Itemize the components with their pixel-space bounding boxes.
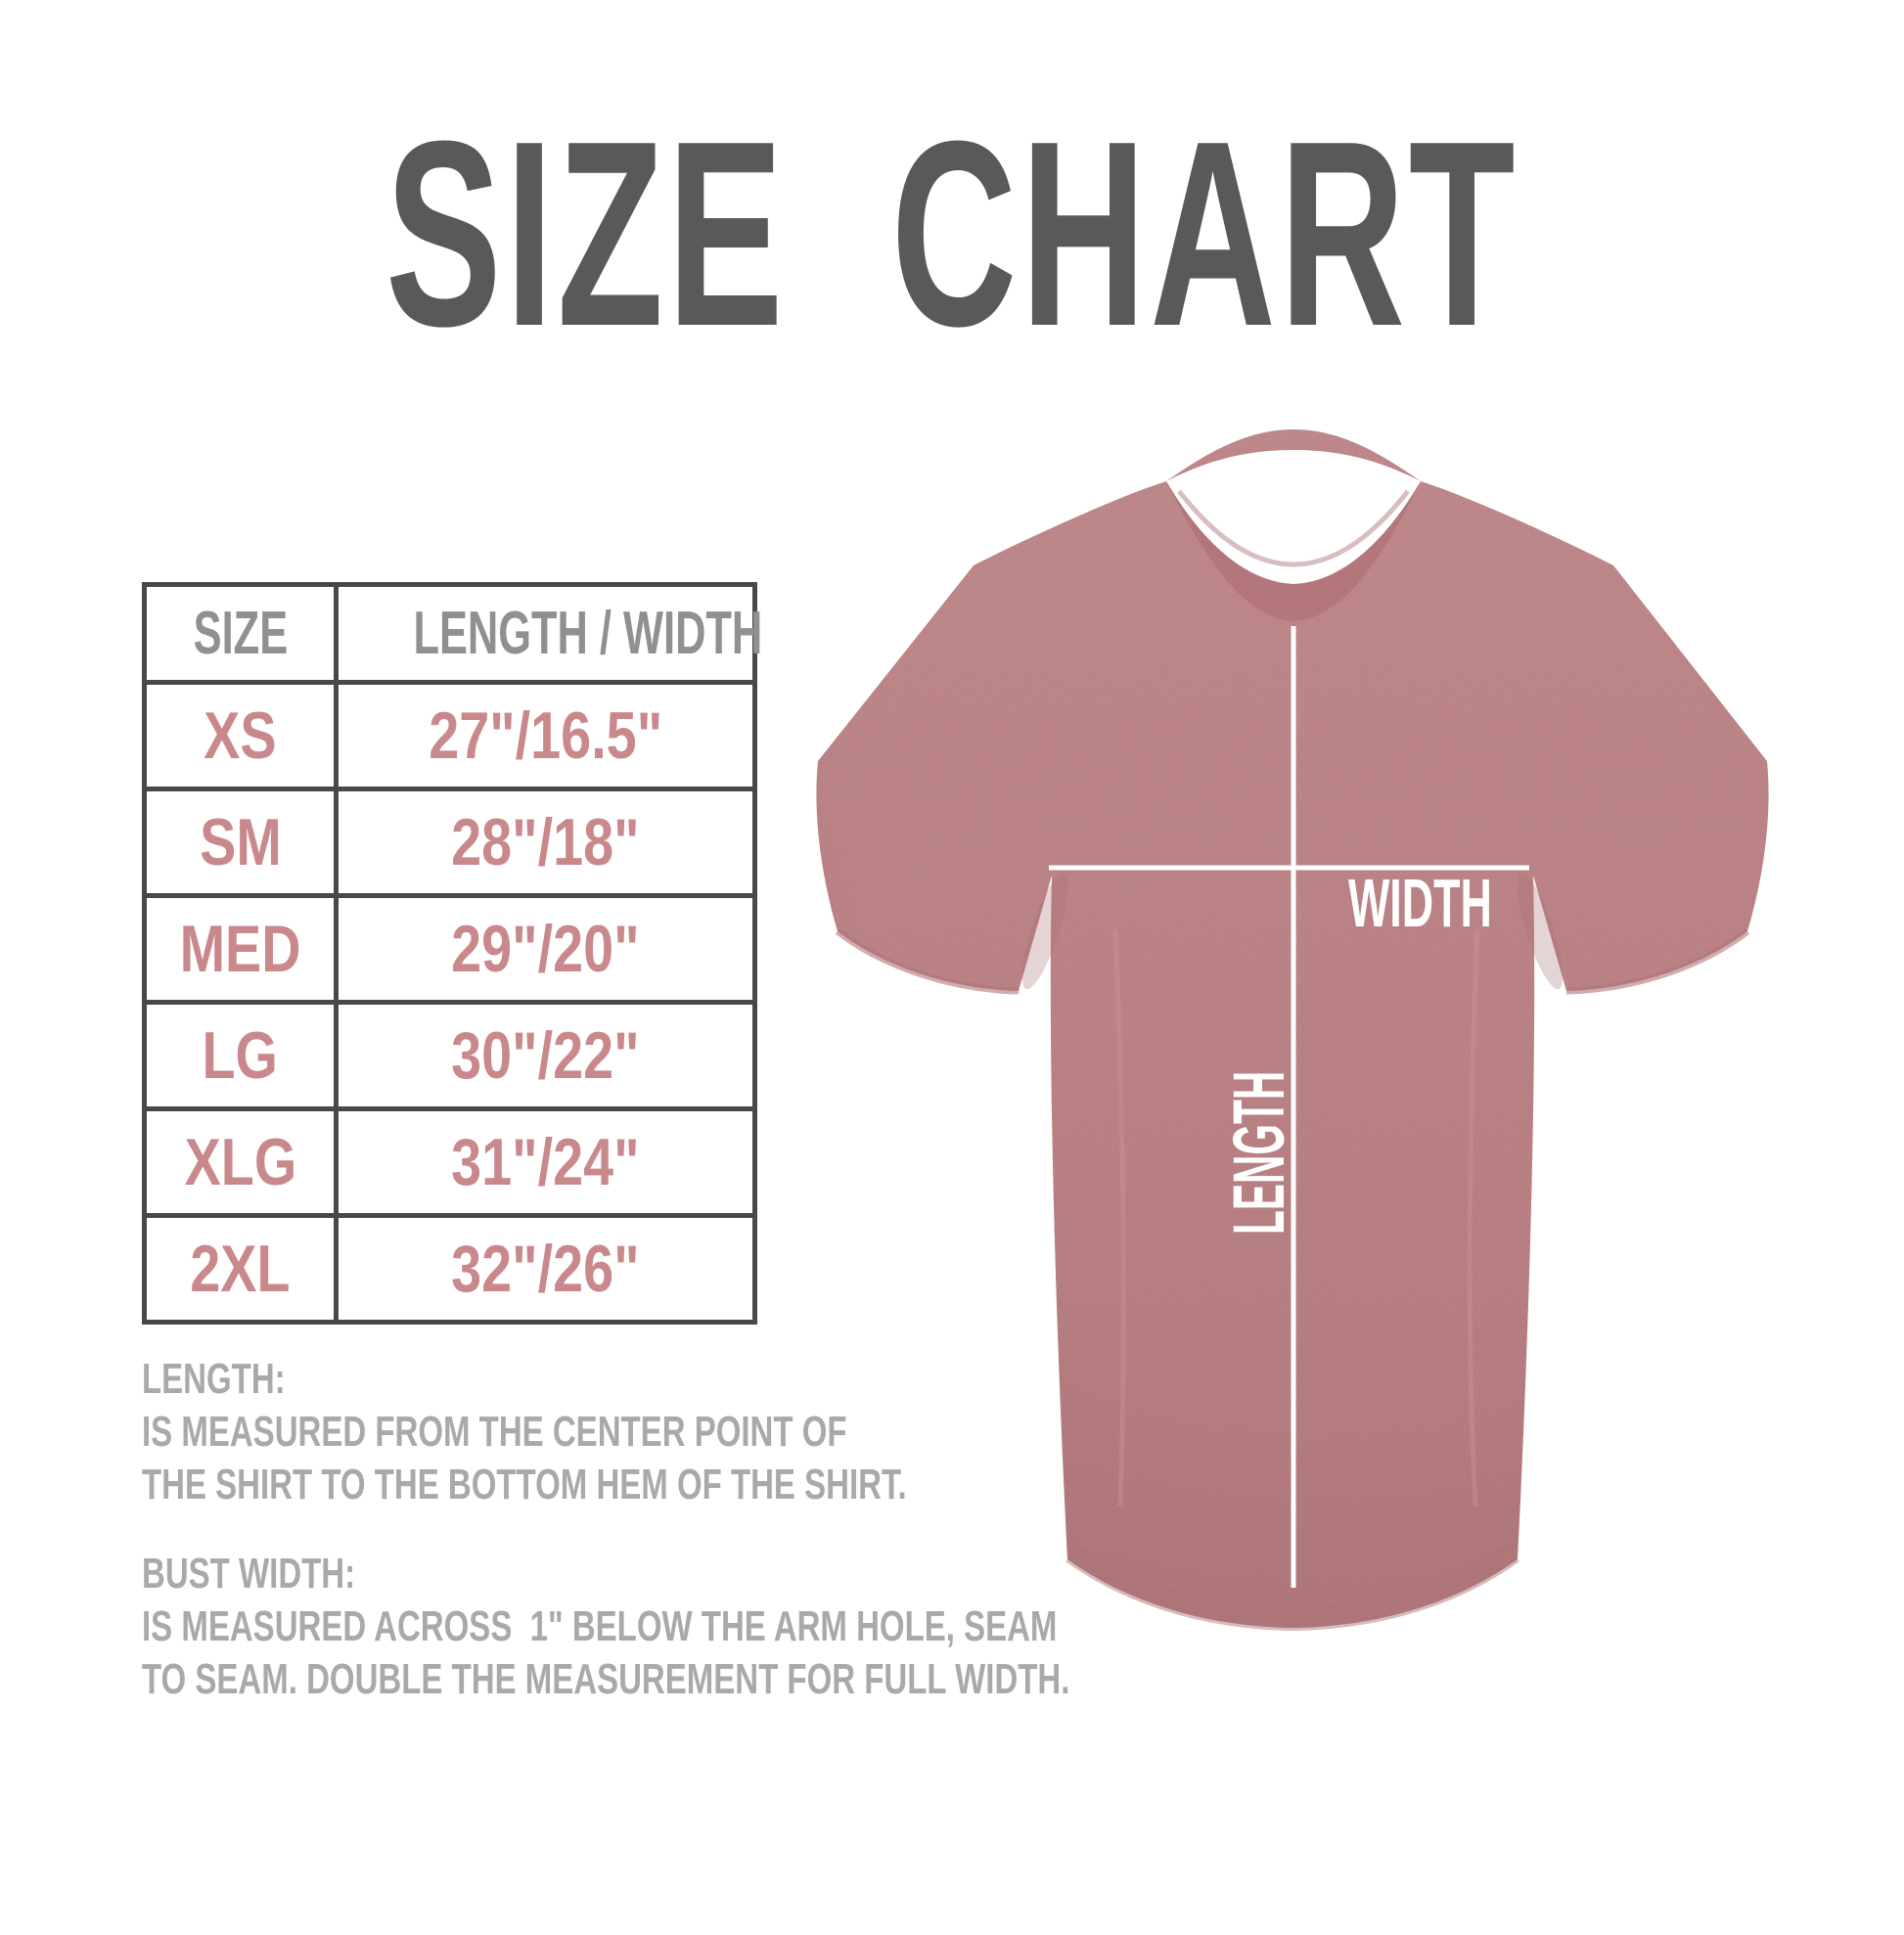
measurement-cell: 29"/20" [334, 893, 757, 1005]
size-cell: XS [142, 680, 339, 791]
size-cell: LG [142, 1000, 339, 1111]
note-line: IS MEASURED FROM THE CENTER POINT OF [142, 1408, 847, 1456]
note-heading: LENGTH: [142, 1355, 286, 1403]
size-column-header: SIZE [142, 582, 339, 685]
table-row-xlg: XLG 31"/24" [142, 1106, 757, 1218]
measurement-cell: 30"/22" [334, 1000, 757, 1111]
length-label: LENGTH [1218, 1070, 1299, 1235]
size-cell: XLG [142, 1106, 339, 1218]
size-cell: 2XL [142, 1213, 339, 1325]
table-row-sm: SM 28"/18" [142, 787, 757, 898]
size-table: SIZE LENGTH / WIDTH XS 27"/16.5" SM 28"/… [142, 582, 762, 1325]
note-heading: BUST WIDTH: [142, 1550, 356, 1598]
size-cell: MED [142, 893, 339, 1005]
table-row-2xl: 2XL 32"/26" [142, 1213, 757, 1325]
neck-opening [1166, 450, 1421, 584]
note-line: TO SEAM. DOUBLE THE MEASUREMENT FOR FULL… [142, 1655, 1070, 1703]
collar-band [1166, 481, 1421, 621]
table-row-xs: XS 27"/16.5" [142, 680, 757, 791]
note-line: THE SHIRT TO THE BOTTOM HEM OF THE SHIRT… [142, 1461, 907, 1508]
tshirt-measurement-diagram [802, 382, 1839, 1653]
measurement-cell: 32"/26" [334, 1213, 757, 1325]
width-label: WIDTH [1348, 865, 1492, 941]
size-cell: SM [142, 787, 339, 898]
bust-width-definition-note: BUST WIDTH: IS MEASURED ACROSS 1" BELOW … [142, 1548, 1069, 1706]
size-table-header-row: SIZE LENGTH / WIDTH [142, 582, 762, 685]
note-line: IS MEASURED ACROSS 1" BELOW THE ARM HOLE… [142, 1602, 1058, 1650]
length-width-column-header: LENGTH / WIDTH [334, 582, 762, 685]
table-row-med: MED 29"/20" [142, 893, 757, 1005]
table-row-lg: LG 30"/22" [142, 1000, 757, 1111]
measurement-cell: 27"/16.5" [334, 680, 757, 791]
measurement-cell: 31"/24" [334, 1106, 757, 1218]
length-definition-note: LENGTH: IS MEASURED FROM THE CENTER POIN… [142, 1353, 907, 1511]
tshirt-graphic [816, 429, 1769, 1632]
page-title: SIZE CHART [385, 87, 1519, 382]
measurement-cell: 28"/18" [334, 787, 757, 898]
